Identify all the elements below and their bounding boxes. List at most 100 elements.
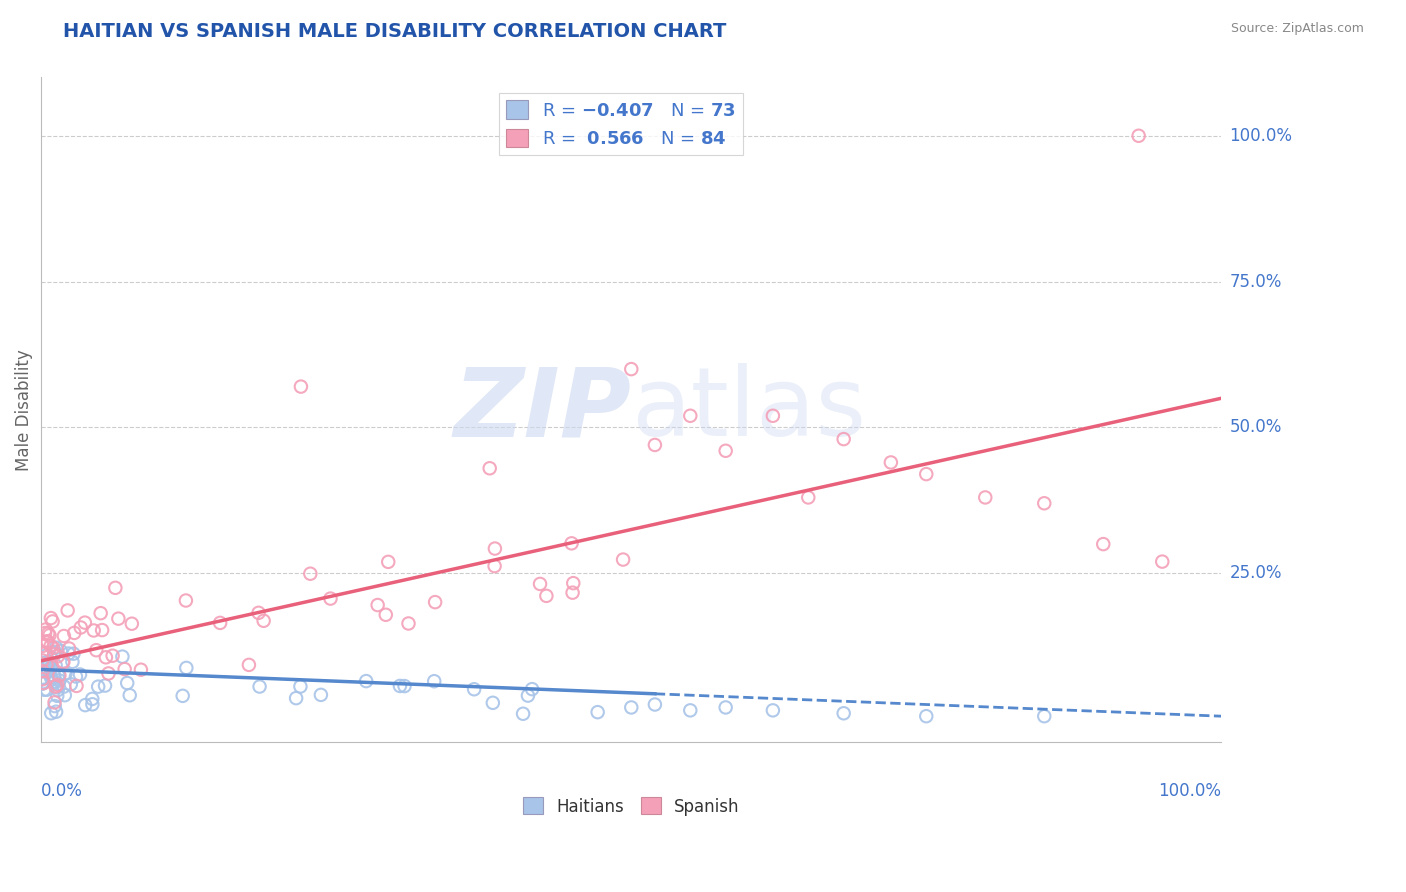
Point	[478, 461, 501, 475]
Text: 0.0%: 0.0%	[41, 782, 83, 800]
Point	[290, 379, 312, 393]
Point	[38, 628, 60, 642]
Point	[561, 585, 583, 599]
Point	[620, 362, 643, 376]
Point	[423, 674, 446, 689]
Point	[1092, 537, 1115, 551]
Point	[45, 658, 67, 673]
Point	[354, 674, 377, 689]
Point	[42, 640, 65, 655]
Point	[1128, 128, 1150, 143]
Point	[90, 606, 112, 620]
Point	[31, 664, 53, 678]
Point	[31, 639, 53, 653]
Point	[367, 598, 389, 612]
Point	[31, 653, 53, 667]
Point	[37, 663, 59, 677]
Text: 100.0%: 100.0%	[1159, 782, 1222, 800]
Point	[39, 662, 62, 676]
Text: HAITIAN VS SPANISH MALE DISABILITY CORRELATION CHART: HAITIAN VS SPANISH MALE DISABILITY CORRE…	[63, 22, 727, 41]
Point	[52, 629, 75, 643]
Point	[1033, 709, 1056, 723]
Point	[880, 455, 903, 469]
Point	[463, 682, 485, 697]
Point	[42, 674, 65, 689]
Text: atlas: atlas	[631, 363, 866, 457]
Point	[398, 616, 420, 631]
Point	[679, 409, 702, 423]
Point	[974, 491, 997, 505]
Point	[52, 656, 75, 670]
Point	[285, 691, 308, 706]
Point	[111, 649, 134, 664]
Point	[484, 541, 506, 556]
Point	[32, 675, 55, 690]
Point	[44, 647, 66, 661]
Point	[37, 626, 59, 640]
Point	[238, 657, 260, 672]
Point	[114, 662, 136, 676]
Point	[83, 624, 105, 638]
Point	[121, 616, 143, 631]
Point	[69, 667, 91, 681]
Point	[612, 552, 634, 566]
Point	[31, 676, 53, 690]
Point	[38, 657, 60, 672]
Point	[62, 655, 84, 669]
Point	[62, 647, 84, 661]
Point	[37, 635, 59, 649]
Point	[82, 692, 104, 706]
Point	[75, 698, 97, 712]
Point	[388, 679, 411, 693]
Point	[42, 669, 65, 683]
Point	[34, 626, 56, 640]
Point	[39, 668, 62, 682]
Point	[101, 648, 124, 663]
Point	[309, 688, 332, 702]
Point	[104, 581, 127, 595]
Point	[290, 680, 312, 694]
Point	[174, 593, 197, 607]
Point	[53, 680, 76, 694]
Point	[34, 682, 56, 697]
Point	[91, 623, 114, 637]
Point	[561, 536, 583, 550]
Point	[209, 615, 232, 630]
Point	[46, 681, 69, 695]
Point	[520, 682, 543, 697]
Point	[35, 657, 58, 672]
Point	[516, 689, 538, 703]
Point	[176, 661, 198, 675]
Point	[63, 626, 86, 640]
Point	[915, 467, 938, 482]
Point	[832, 432, 855, 446]
Point	[94, 679, 117, 693]
Point	[52, 655, 75, 669]
Point	[529, 577, 551, 591]
Point	[586, 705, 609, 719]
Point	[319, 591, 342, 606]
Point	[1152, 555, 1174, 569]
Point	[45, 640, 67, 655]
Point	[115, 676, 138, 690]
Point	[253, 614, 276, 628]
Point	[97, 666, 120, 681]
Point	[56, 603, 79, 617]
Point	[46, 668, 69, 682]
Point	[915, 709, 938, 723]
Point	[65, 679, 87, 693]
Point	[832, 706, 855, 721]
Point	[1033, 496, 1056, 510]
Point	[46, 683, 69, 698]
Point	[41, 615, 63, 629]
Point	[377, 555, 399, 569]
Point	[644, 698, 666, 712]
Point	[714, 443, 737, 458]
Point	[39, 706, 62, 721]
Point	[35, 648, 58, 663]
Point	[87, 680, 110, 694]
Point	[44, 699, 66, 714]
Point	[73, 615, 96, 630]
Text: ZIP: ZIP	[453, 363, 631, 457]
Point	[394, 679, 416, 693]
